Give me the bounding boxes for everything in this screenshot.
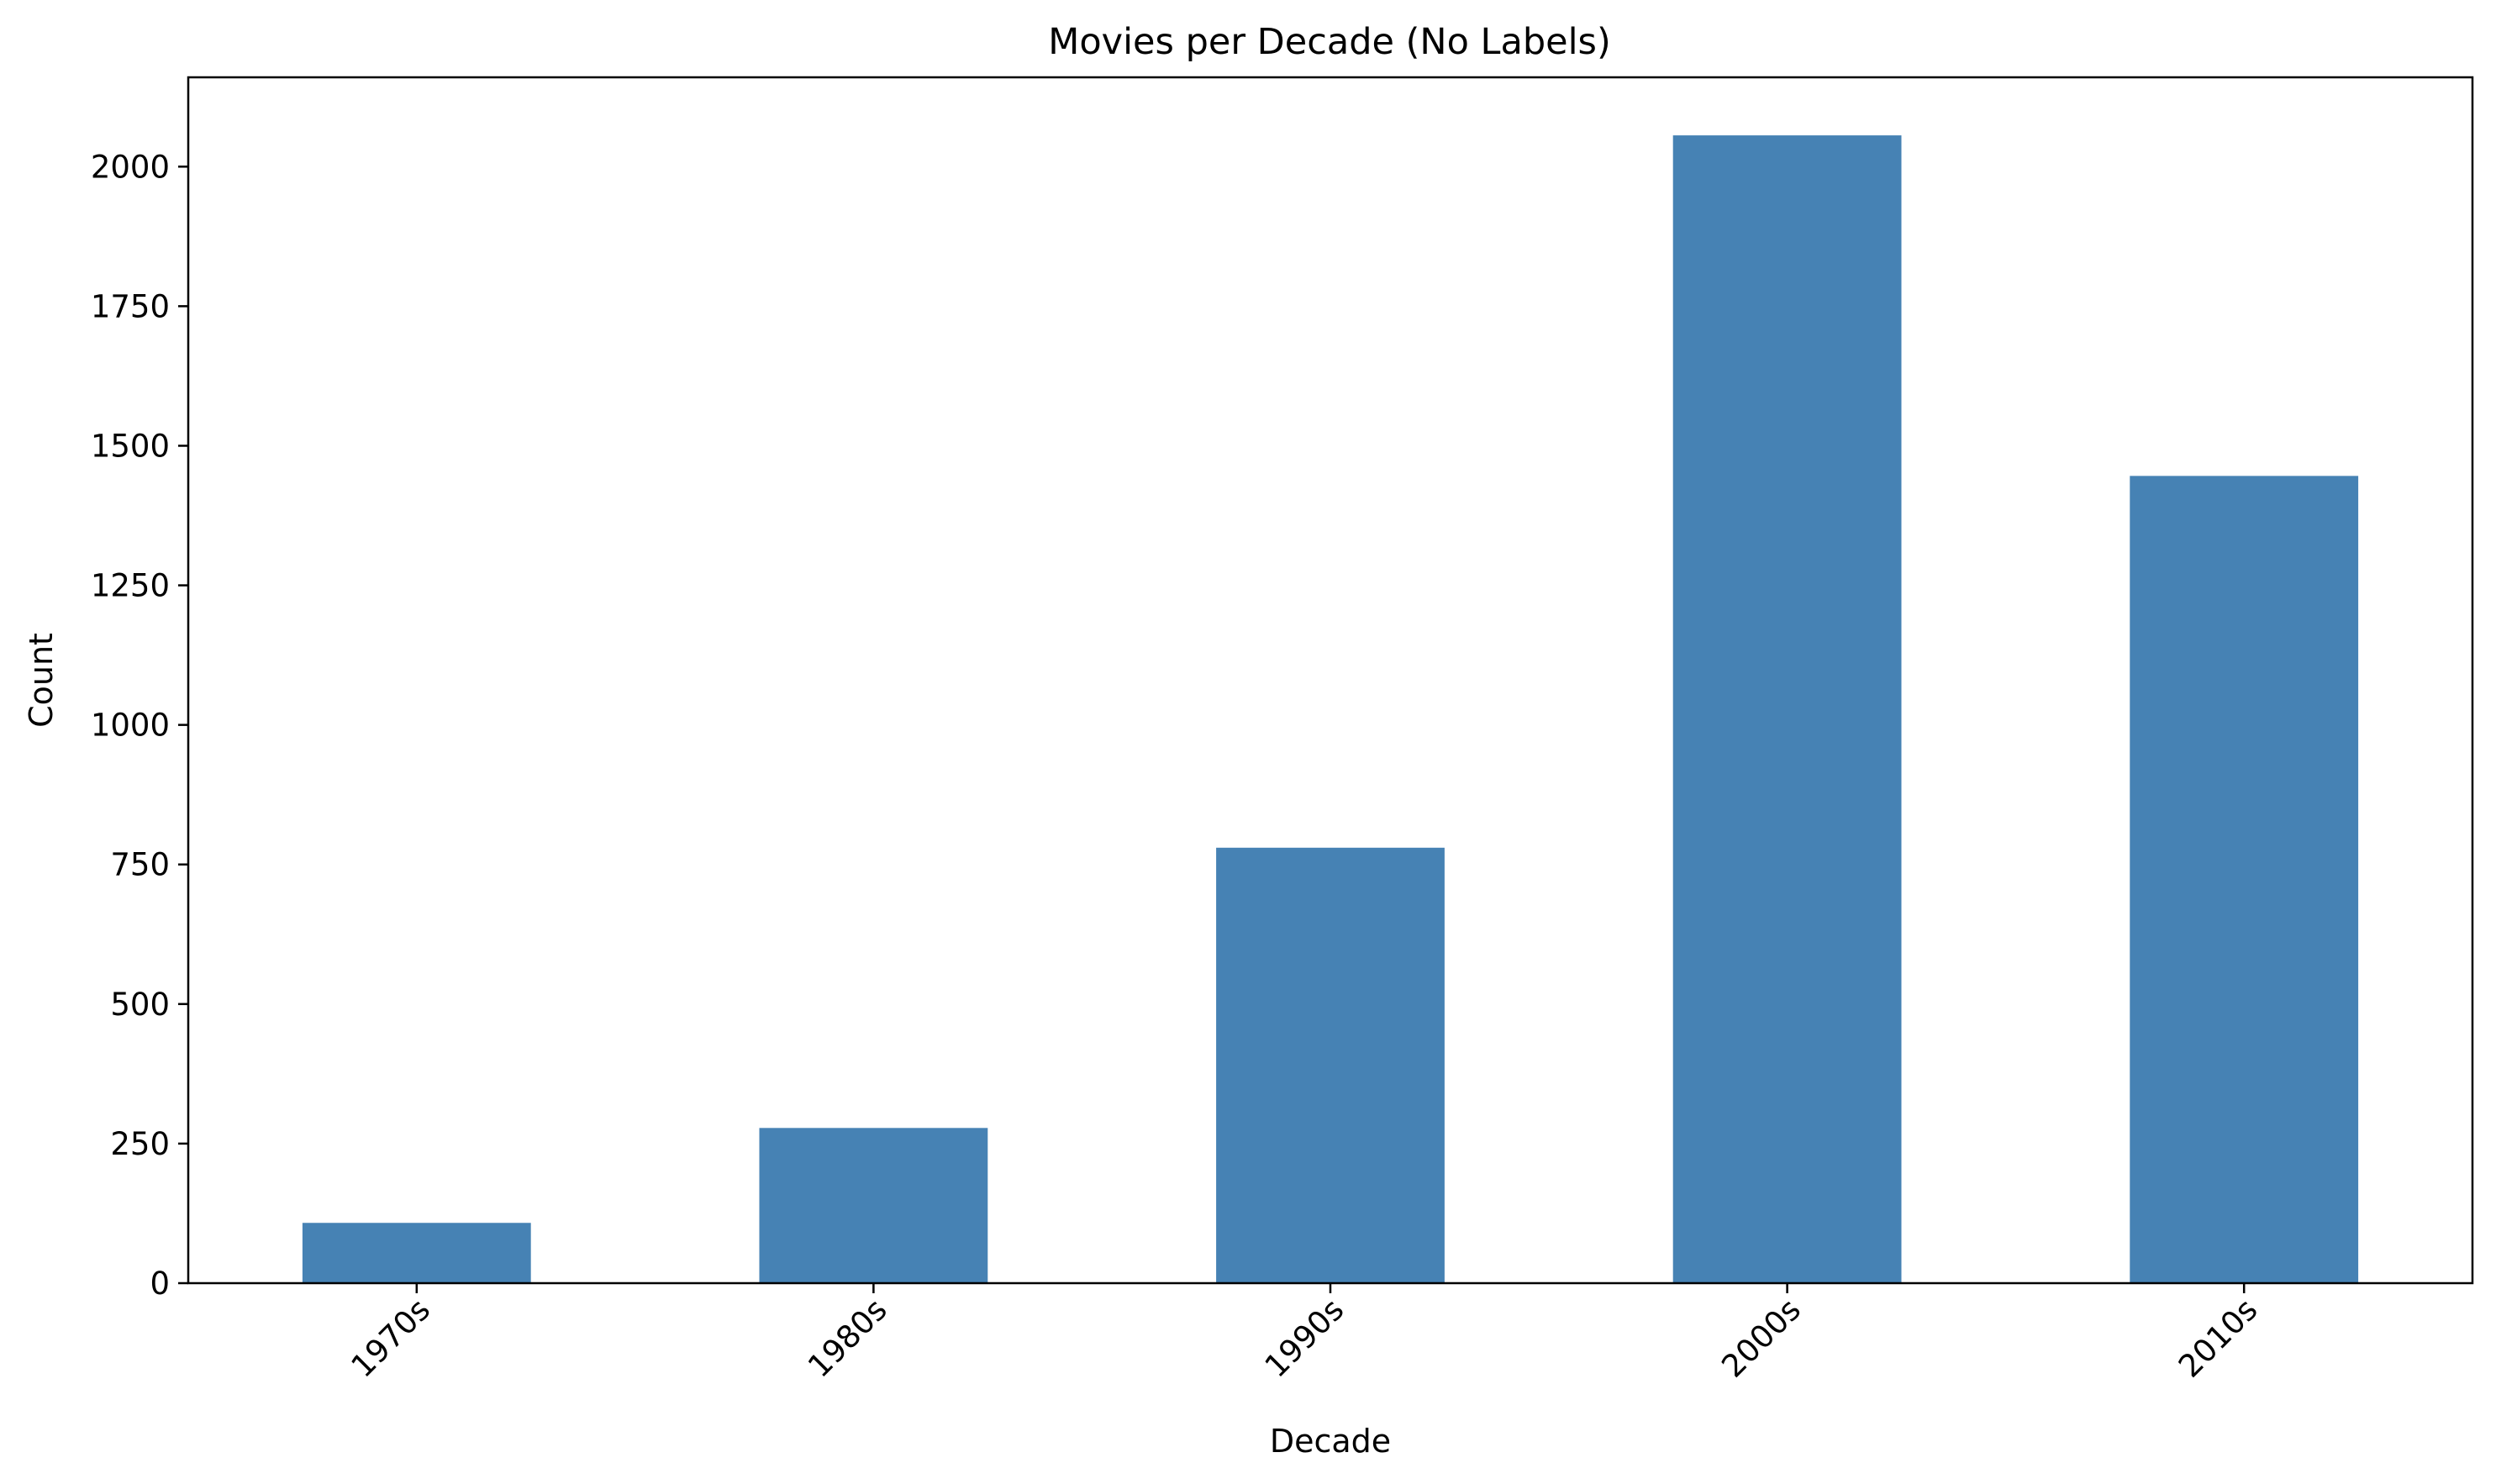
chart-title: Movies per Decade (No Labels) (1048, 21, 1611, 63)
y-tick-label-750: 750 (110, 847, 170, 883)
bar-2010s (2130, 476, 2359, 1283)
y-tick-label-0: 0 (150, 1266, 170, 1302)
y-tick-label-1250: 1250 (91, 568, 170, 604)
y-tick-label-250: 250 (110, 1126, 170, 1162)
y-tick-label-500: 500 (110, 987, 170, 1023)
bar-2000s (1672, 135, 1902, 1284)
y-tick-label-2000: 2000 (91, 149, 170, 185)
y-tick-label-1000: 1000 (91, 708, 170, 744)
y-tick-label-1750: 1750 (91, 288, 170, 324)
bars-layer (302, 135, 2359, 1284)
x-axis-label: Decade (1270, 1423, 1391, 1460)
bar-1980s (759, 1128, 988, 1283)
plot-frame (187, 76, 2474, 1285)
y-tick-label-1500: 1500 (91, 428, 170, 464)
y-axis-label: Count (23, 633, 60, 728)
bar-1990s (1216, 847, 1445, 1283)
bar-1970s (302, 1223, 531, 1283)
